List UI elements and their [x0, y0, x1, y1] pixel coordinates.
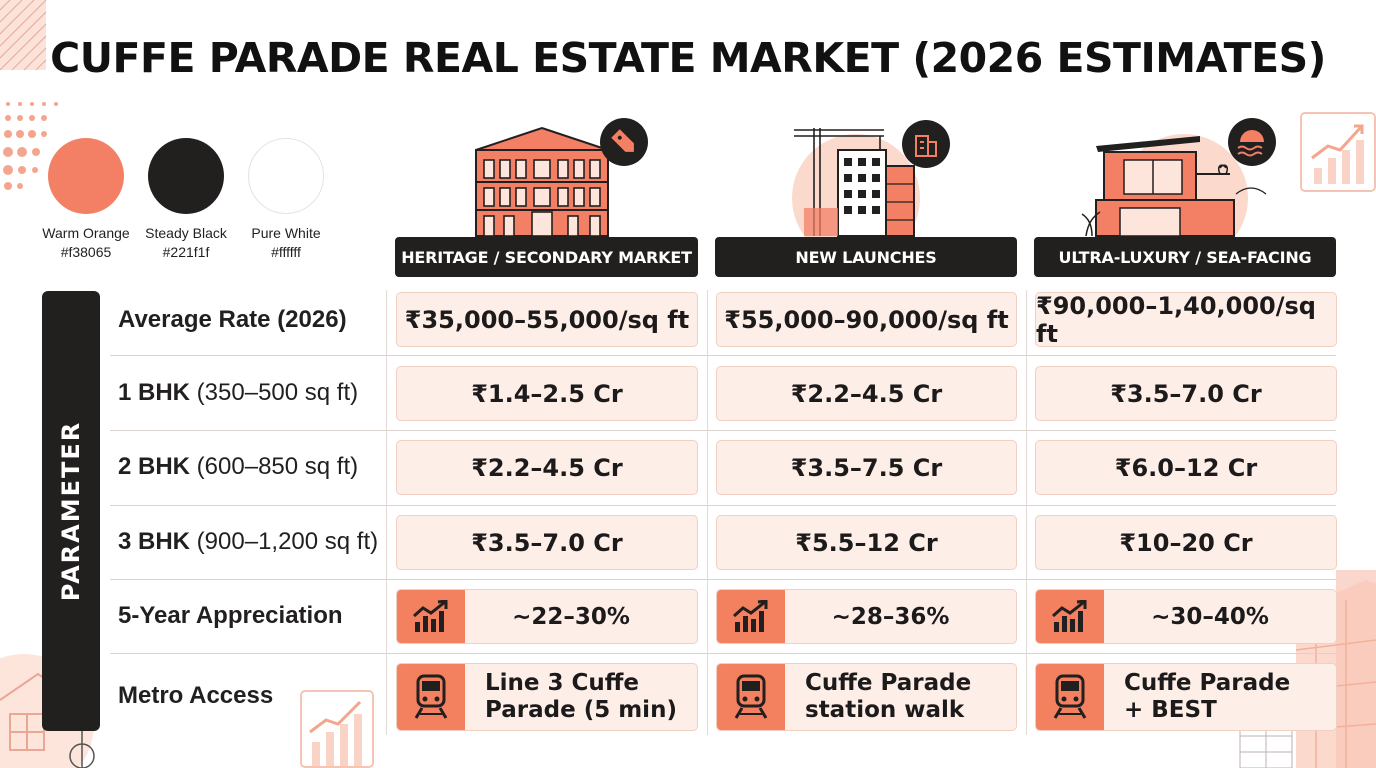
decor-dot-grid: [3, 102, 58, 190]
row-label-bold: Average Rate (2026): [118, 306, 347, 333]
decor-growth-chart: [1300, 112, 1376, 192]
page-title: CUFFE PARADE REAL ESTATE MARKET (2026 ES…: [50, 34, 1326, 82]
growth-chart-icon: [397, 590, 465, 643]
cell-1bhk-ultra-luxury: ₹3.5–7.0 Cr: [1035, 366, 1337, 421]
column-header-heritage: HERITAGE / SECONDARY MARKET: [395, 237, 698, 277]
cell-metro-new-launches: Cuffe Parade station walk: [716, 663, 1017, 731]
metro-access-text: Cuffe Parade + BEST: [1104, 670, 1336, 724]
row-label-metro: Metro Access: [118, 682, 273, 710]
swatch-name: Pure White: [251, 225, 321, 241]
column-header-new-launches: NEW LAUNCHES: [715, 237, 1017, 277]
cell-appreciation-new-launches: ~28–36%: [716, 589, 1017, 644]
parameter-label: PARAMETER: [57, 420, 85, 602]
metro-line: + BEST: [1124, 697, 1217, 723]
row-label-rest: (600–850 sq ft): [190, 453, 359, 480]
cell-3bhk-heritage: ₹3.5–7.0 Cr: [396, 515, 698, 570]
row-divider: [110, 579, 1336, 580]
appreciation-value: ~28–36%: [831, 603, 950, 630]
column-divider: [1026, 290, 1027, 735]
row-label-bold: 5-Year Appreciation: [118, 602, 343, 629]
cell-3bhk-new-launches: ₹5.5–12 Cr: [716, 515, 1017, 570]
parameter-sidebar: PARAMETER: [42, 291, 100, 731]
row-divider: [110, 355, 1336, 356]
decor-bottom-chart: [300, 690, 374, 768]
appreciation-value: ~22–30%: [512, 603, 630, 630]
luxury-villa-icon: [1081, 118, 1276, 238]
metro-access-text: Line 3 Cuffe Parade (5 min): [465, 670, 697, 724]
metro-line: Cuffe Parade: [1124, 670, 1291, 696]
row-label-2bhk: 2 BHK (600–850 sq ft): [118, 453, 358, 481]
swatch-pure-white: [248, 138, 324, 214]
row-label-average-rate: Average Rate (2026): [118, 306, 347, 334]
growth-chart-icon: [717, 590, 785, 643]
cell-appreciation-ultra-luxury: ~30–40%: [1035, 589, 1337, 644]
swatch-warm-orange: [48, 138, 124, 214]
row-divider: [110, 505, 1336, 506]
cell-1bhk-heritage: ₹1.4–2.5 Cr: [396, 366, 698, 421]
cell-1bhk-new-launches: ₹2.2–4.5 Cr: [716, 366, 1017, 421]
construction-tower-icon: [792, 120, 950, 238]
swatch-hex: #f38065: [60, 244, 112, 260]
cell-metro-heritage: Line 3 Cuffe Parade (5 min): [396, 663, 698, 731]
metro-line: Cuffe Parade: [805, 670, 972, 696]
heritage-building-icon: [475, 118, 648, 238]
cell-2bhk-ultra-luxury: ₹6.0–12 Cr: [1035, 440, 1337, 495]
row-divider: [110, 430, 1336, 431]
cell-average-rate-heritage: ₹35,000–55,000/sq ft: [396, 292, 698, 347]
sea-waves-icon: [1237, 130, 1264, 157]
row-label-1bhk: 1 BHK (350–500 sq ft): [118, 379, 358, 407]
column-divider: [707, 290, 708, 735]
swatch-name: Warm Orange: [42, 225, 130, 241]
swatch-hex: #ffffff: [271, 244, 301, 260]
cell-3bhk-ultra-luxury: ₹10–20 Cr: [1035, 515, 1337, 570]
row-label-bold: 2 BHK: [118, 453, 191, 480]
building-icon: [915, 135, 937, 157]
row-label-rest: (350–500 sq ft): [190, 379, 359, 406]
row-label-3bhk: 3 BHK (900–1,200 sq ft): [118, 528, 378, 556]
metro-access-text: Cuffe Parade station walk: [785, 670, 1016, 724]
metro-train-icon: [717, 664, 785, 730]
row-label-rest: (900–1,200 sq ft): [190, 528, 379, 555]
cell-average-rate-ultra-luxury: ₹90,000–1,40,000/sq ft: [1035, 292, 1337, 348]
cell-metro-ultra-luxury: Cuffe Parade + BEST: [1035, 663, 1337, 731]
column-header-ultra-luxury: ULTRA-LUXURY / SEA-FACING: [1034, 237, 1336, 277]
swatch-hex: #221f1f: [162, 244, 210, 260]
metro-line: station walk: [805, 697, 965, 723]
cell-2bhk-new-launches: ₹3.5–7.5 Cr: [716, 440, 1017, 495]
swatch-label-pure-white: Pure White #ffffff: [231, 224, 341, 262]
metro-train-icon: [397, 664, 465, 730]
row-label-appreciation: 5-Year Appreciation: [118, 602, 343, 630]
row-label-bold: 3 BHK: [118, 528, 191, 555]
swatch-name: Steady Black: [145, 225, 227, 241]
swatch-label-warm-orange: Warm Orange #f38065: [31, 224, 141, 262]
metro-line: Parade (5 min): [485, 697, 677, 723]
cell-2bhk-heritage: ₹2.2–4.5 Cr: [396, 440, 698, 495]
cell-average-rate-new-launches: ₹55,000–90,000/sq ft: [716, 292, 1017, 347]
swatch-label-steady-black: Steady Black #221f1f: [131, 224, 241, 262]
row-label-bold: Metro Access: [118, 682, 274, 709]
column-divider: [386, 290, 387, 735]
metro-train-icon: [1036, 664, 1104, 730]
swatch-steady-black: [148, 138, 224, 214]
price-tag-icon: [611, 129, 634, 152]
row-label-bold: 1 BHK: [118, 379, 191, 406]
growth-chart-icon: [1036, 590, 1104, 643]
decor-hatch-pattern: [0, 0, 46, 70]
appreciation-value: ~30–40%: [1151, 603, 1269, 630]
row-divider: [110, 653, 1336, 654]
metro-line: Line 3 Cuffe: [485, 670, 640, 696]
cell-appreciation-heritage: ~22–30%: [396, 589, 698, 644]
